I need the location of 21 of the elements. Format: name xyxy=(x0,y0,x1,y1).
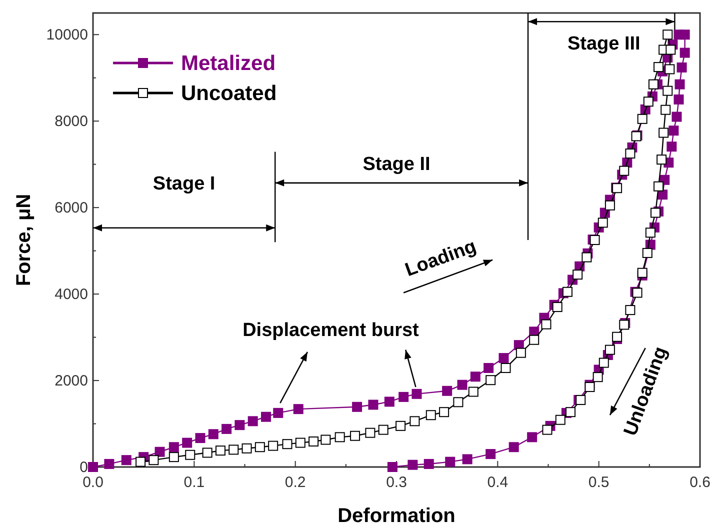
y-axis-title: Force, μN xyxy=(13,194,35,286)
x-tick-label: 0.5 xyxy=(588,474,610,491)
x-tick-label: 0.2 xyxy=(284,474,306,491)
y-tick-label: 2000 xyxy=(54,372,88,390)
annotation: Stage III xyxy=(567,34,640,55)
legend-label: Metalized xyxy=(181,52,276,75)
legend-label: Uncoated xyxy=(181,82,277,105)
x-tick-label: 0.6 xyxy=(690,474,710,491)
y-tick-label: 0 xyxy=(80,459,88,476)
x-tick-label: 0.0 xyxy=(82,474,104,491)
x-tick-label: 0.3 xyxy=(386,474,407,491)
annotation: Stage II xyxy=(362,154,430,175)
x-tick-label: 0.1 xyxy=(184,474,205,491)
x-axis-title: Deformation xyxy=(338,505,456,527)
y-tick-label: 8000 xyxy=(54,113,88,130)
annotation: Displacement burst xyxy=(242,320,420,341)
y-tick-label: 4000 xyxy=(54,286,88,304)
x-tick-label: 0.4 xyxy=(487,474,508,491)
y-tick-label: 10000 xyxy=(46,26,88,44)
annotation: Stage I xyxy=(152,174,216,195)
y-tick-label: 6000 xyxy=(54,200,88,217)
